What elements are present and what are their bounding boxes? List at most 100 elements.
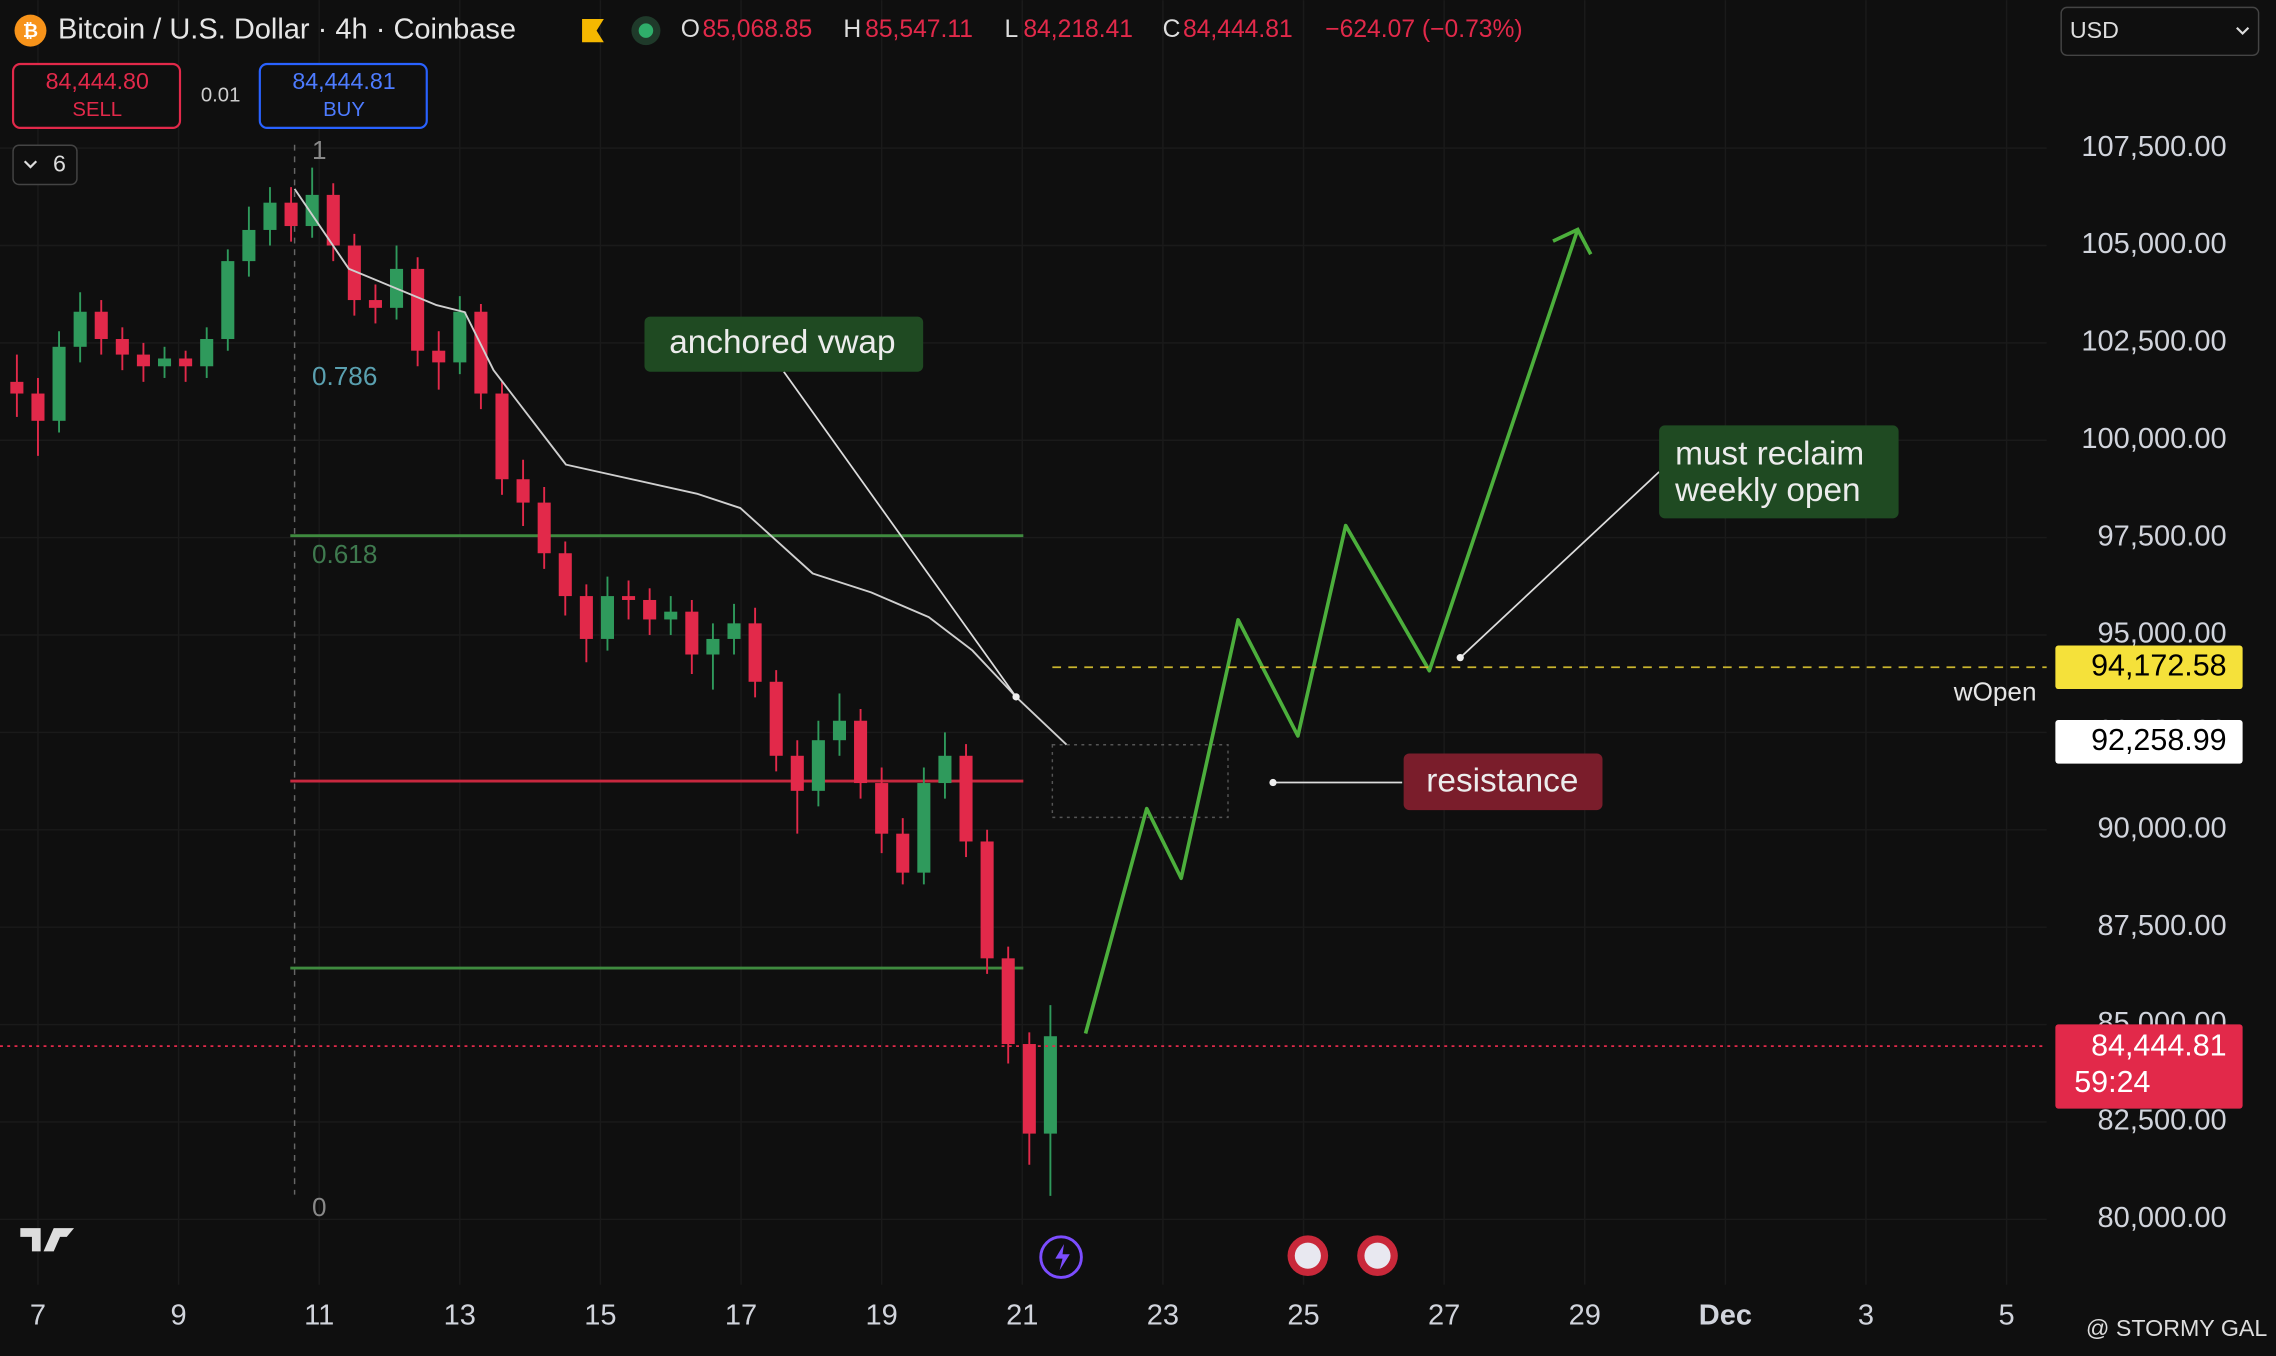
coin-glyph: ₿ <box>23 20 38 41</box>
fib-label: 0 <box>312 1192 327 1222</box>
close-value: 84,444.81 <box>1183 16 1293 43</box>
x-tick-label: 13 <box>444 1299 476 1331</box>
annotation-connector <box>1459 471 1660 659</box>
x-tick-label: 27 <box>1428 1299 1460 1331</box>
candle-body <box>10 381 24 394</box>
candle-body <box>896 833 910 873</box>
annotation-anchor <box>1456 654 1464 662</box>
y-tick-label: 95,000.00 <box>2098 618 2227 650</box>
candle-body <box>221 261 235 340</box>
weekly-open-name: wOpen <box>1953 676 2037 706</box>
annotation-text: anchored vwap <box>669 324 895 361</box>
x-tick-label: 11 <box>304 1299 334 1331</box>
buy-button[interactable] <box>258 62 428 129</box>
candle-body <box>368 300 382 308</box>
candle-body <box>263 202 277 230</box>
coin-icon <box>14 14 47 47</box>
candle-body <box>495 393 509 480</box>
candle-body <box>769 681 783 756</box>
indicators-count: 6 <box>53 151 66 177</box>
fib-label: 0.618 <box>312 539 377 569</box>
candle-body <box>179 358 193 367</box>
candle-body <box>727 623 741 639</box>
y-tick-label: 90,000.00 <box>2098 812 2227 844</box>
annotation-text: must reclaim <box>1675 436 1864 473</box>
y-tick-label: 102,500.00 <box>2081 326 2226 358</box>
annotation-anchor <box>1269 778 1277 787</box>
candle-body <box>579 596 593 639</box>
candle-body <box>643 599 657 620</box>
fib-label: 1 <box>312 135 327 165</box>
candle-body <box>600 596 614 639</box>
change-value: −624.07 (−0.73%) <box>1325 16 1522 43</box>
x-tick-label: 9 <box>171 1299 187 1331</box>
candle-body <box>706 638 720 655</box>
x-tick-label: 7 <box>30 1299 46 1331</box>
candle-body <box>94 311 108 340</box>
candle-body <box>31 393 45 421</box>
candle-body <box>664 611 678 620</box>
candle-body <box>685 611 699 655</box>
y-tick-label: 105,000.00 <box>2081 228 2226 260</box>
o-label: O <box>681 16 700 43</box>
currency-select[interactable] <box>2060 6 2260 57</box>
flag-icon <box>582 19 604 43</box>
l-label: L <box>1004 16 1018 43</box>
annotation-text: resistance <box>1426 762 1578 799</box>
candle-body <box>115 339 129 355</box>
candle-body <box>432 350 446 363</box>
candle-body <box>832 720 847 741</box>
x-tick-label: 17 <box>725 1299 757 1331</box>
watermark: @ STORMY GAL <box>2086 1315 2268 1341</box>
vwap-line <box>293 188 1068 746</box>
status-dot <box>638 23 654 38</box>
grid <box>0 0 2047 1285</box>
currency-label: USD <box>2070 17 2119 43</box>
x-tick-label: 23 <box>1147 1299 1179 1331</box>
weekly-open-label: 94,172.58 <box>2091 648 2227 682</box>
annotation-box <box>1403 753 1603 811</box>
indicators-toggle[interactable] <box>12 144 78 186</box>
candle-body <box>622 596 636 600</box>
vwap-tag <box>2055 720 2243 764</box>
sell-label: SELL <box>72 99 122 121</box>
y-tick-label: 100,000.00 <box>2081 423 2226 455</box>
last-price-tag <box>2055 1024 2243 1109</box>
symbol: Bitcoin / U.S. Dollar · 4h · Coinbase <box>58 13 516 45</box>
fib-label: 0.786 <box>312 361 377 391</box>
candle-body <box>284 202 298 227</box>
x-tick-label: 21 <box>1006 1299 1038 1331</box>
plot: 1 0.786 0.618 0 <box>0 135 2047 1222</box>
candle-body <box>558 553 572 597</box>
candle-body <box>959 755 973 842</box>
projection-arrowhead <box>1552 227 1593 256</box>
us-flag <box>1294 1242 1321 1269</box>
c-label: C <box>1163 16 1181 43</box>
candle-body <box>516 479 530 503</box>
x-tick-label: 29 <box>1569 1299 1601 1331</box>
event-icon <box>1039 1235 1083 1279</box>
weekly-open-tag <box>2055 645 2243 690</box>
candle-body <box>748 623 762 682</box>
toggle-chevron <box>23 160 38 169</box>
candle-body <box>917 783 931 873</box>
order-size: 0.01 <box>201 84 241 106</box>
x-tick-label: 15 <box>584 1299 616 1331</box>
candle-body <box>52 346 66 421</box>
open-value: 85,068.85 <box>703 16 813 43</box>
sell-button[interactable] <box>11 62 182 129</box>
candle-body <box>136 354 150 367</box>
candle-body <box>453 311 467 363</box>
vwap-label: 92,258.99 <box>2091 723 2227 757</box>
x-tick-label: 19 <box>866 1299 898 1331</box>
annotation-box <box>1659 425 1899 519</box>
projection-line <box>1083 228 1580 1034</box>
y-tick-label: 80,000.00 <box>2098 1202 2227 1234</box>
annotation-box <box>644 316 924 372</box>
zone-box <box>1051 744 1229 819</box>
event-bolt <box>1055 1244 1070 1271</box>
candle-body <box>790 755 804 791</box>
candle-body <box>1043 1036 1057 1134</box>
